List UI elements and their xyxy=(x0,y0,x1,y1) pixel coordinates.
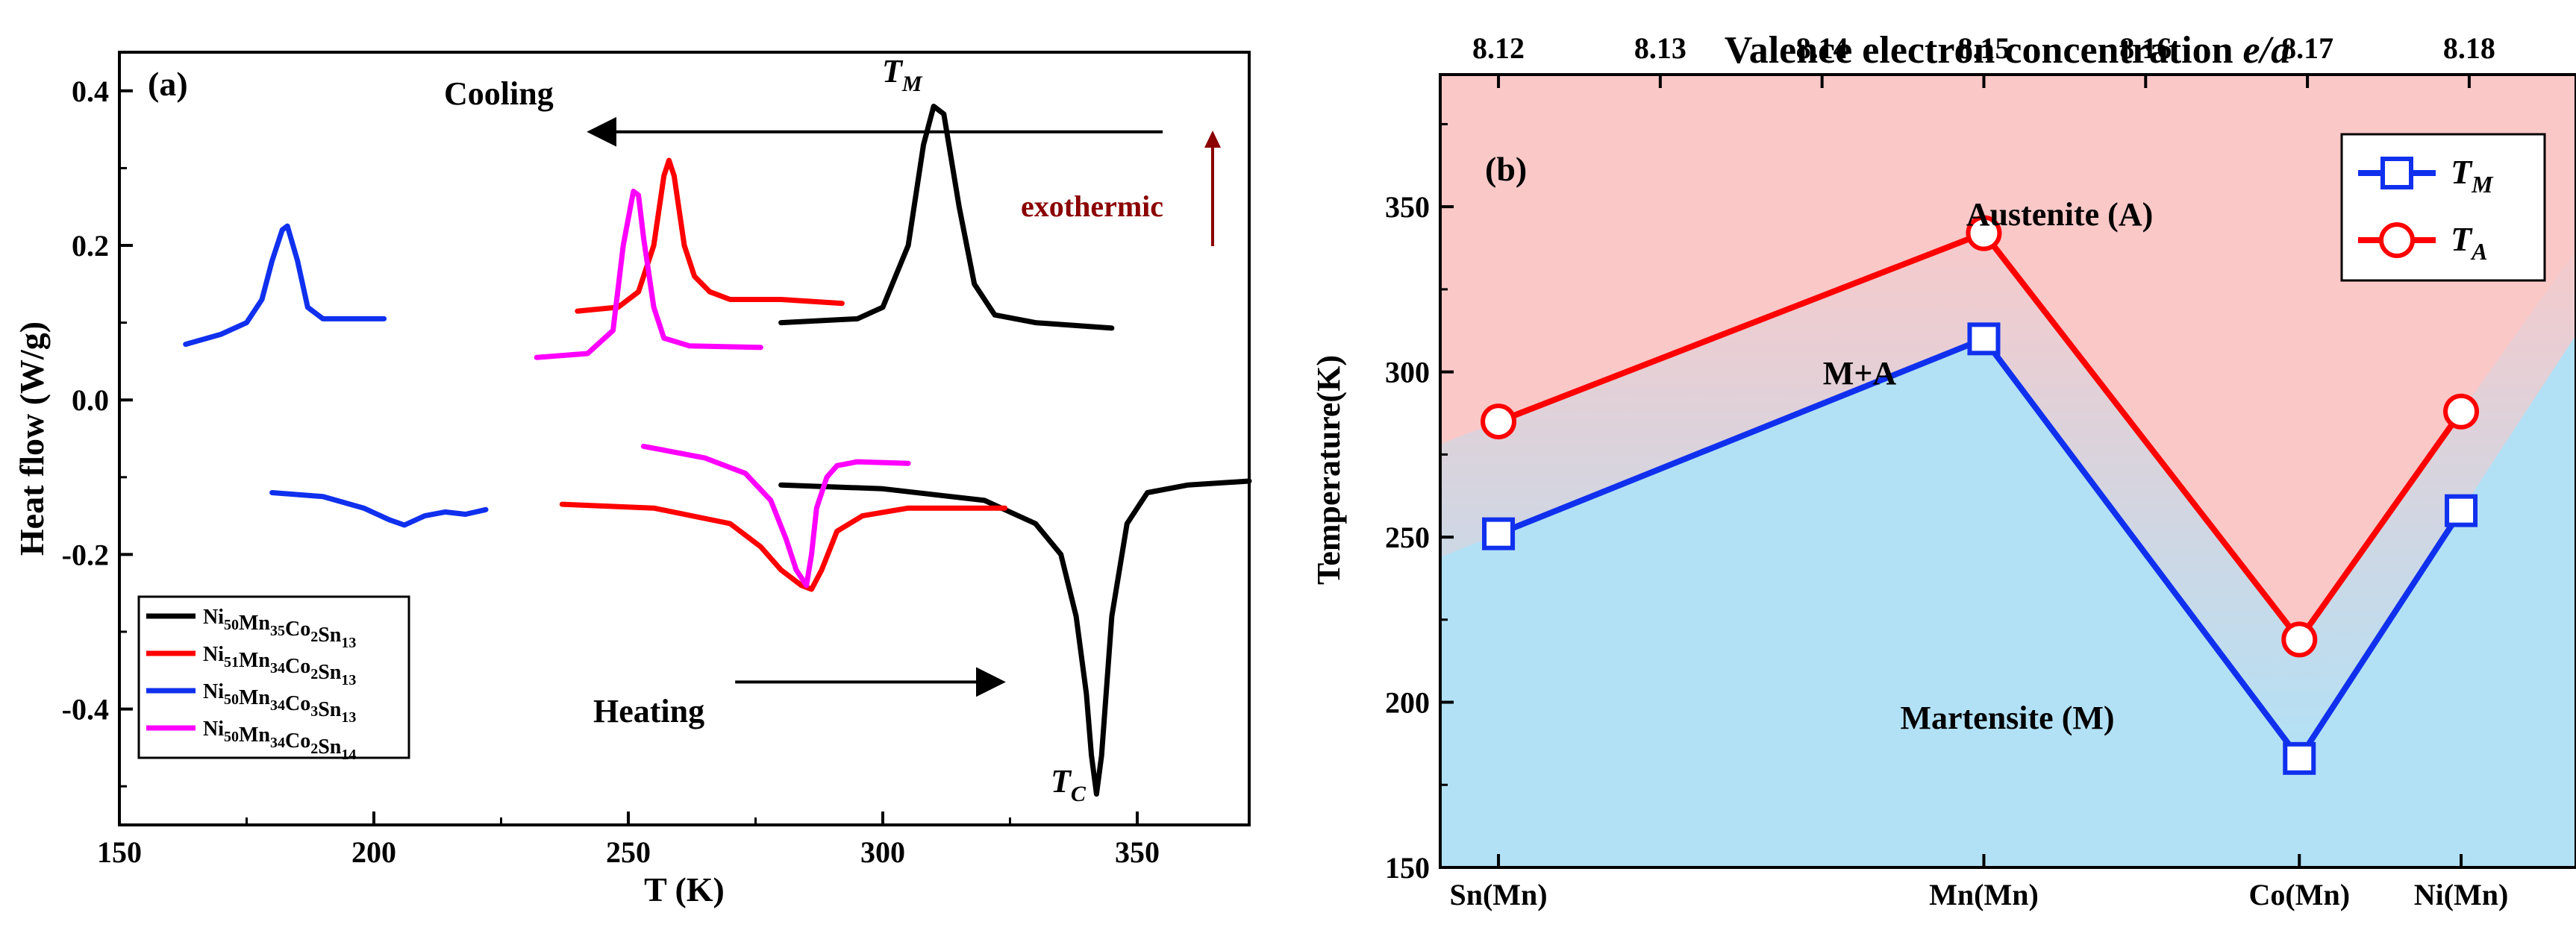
panel-a-legend-label: Ni50Mn34Co3Sn13 xyxy=(203,680,356,726)
exothermic-label: exothermic xyxy=(1021,189,1163,223)
tm-annotation: TM xyxy=(882,53,923,96)
panel-b-marker-T_M xyxy=(2283,741,2316,775)
panel-a-legend-label: Ni50Mn35Co2Sn13 xyxy=(203,606,356,651)
panel-a-y-tick-label: 0.4 xyxy=(72,75,109,108)
panel-b-top-tick-label: 8.17 xyxy=(2281,31,2333,65)
panel-b-legend-label: TM xyxy=(2451,153,2494,198)
panel-b-marker-T_M xyxy=(1967,322,2001,356)
panel-a-series-line-7 xyxy=(640,443,911,588)
panel-a-series-line-1 xyxy=(778,478,1252,797)
panel-a-y-tick-label: -0.2 xyxy=(62,538,109,571)
panel-b-y-tick-label: 150 xyxy=(1385,851,1430,885)
panel-a-legend: Ni50Mn35Co2Sn13Ni51Mn34Co2Sn13Ni50Mn34Co… xyxy=(137,595,410,763)
panel-a-y-axis-label: Heat flow (W/g) xyxy=(13,321,51,556)
panel-b-top-axis-label: Valence electron concentration e/a xyxy=(1725,29,2290,72)
panel-a-legend-label: Ni50Mn34Co2Sn14 xyxy=(203,718,356,763)
panel-b-marker-T_A xyxy=(2443,393,2480,430)
heating-label: Heating xyxy=(593,693,704,729)
panel-a-y-ticks: -0.4 -0.2 0.0 0.2 0.4 xyxy=(62,75,133,788)
panel-a-series-line-2 xyxy=(575,157,845,314)
panel-a-y-tick-label: 0.2 xyxy=(72,229,109,263)
panel-a-legend-box xyxy=(137,595,410,759)
panel-a-legend-item-0: Ni50Mn35Co2Sn13 xyxy=(146,606,356,651)
panel-a-series-line-0 xyxy=(778,104,1115,331)
panel-b-marker-T_A xyxy=(1966,215,2002,251)
panel-a-x-ticks: 150 200 250 300 350 xyxy=(97,812,1160,869)
panel-b-y-tick-label: 250 xyxy=(1385,521,1430,554)
panel-a-y-tick-label: 0.0 xyxy=(72,383,109,417)
panel-a-x-tick-label: 350 xyxy=(1115,835,1160,869)
panel-a: 150 200 250 300 350 -0.4 -0.2 0.0 0.2 0.4 (a) T … xyxy=(13,51,1252,908)
panel-b-y-tick-label: 350 xyxy=(1385,190,1430,224)
panel-b-legend-marker xyxy=(2380,157,2413,189)
panel-b-category-label: Ni(Mn) xyxy=(2414,878,2509,911)
panel-b-line-T_A xyxy=(1497,229,2464,645)
panel-a-x-tick-label: 250 xyxy=(606,835,651,869)
panel-a-legend-item-2: Ni50Mn34Co3Sn13 xyxy=(146,680,356,726)
panel-a-y-tick-label: -0.4 xyxy=(62,693,109,726)
panel-a-x-tick-label: 200 xyxy=(351,835,396,869)
panel-a-series-line-6 xyxy=(534,189,763,360)
panel-a-label: (a) xyxy=(148,65,188,103)
panel-b-frame xyxy=(1439,73,2576,869)
panel-b-top-tick-label: 8.16 xyxy=(2119,31,2172,65)
panel-b-top-tick-label: 8.14 xyxy=(1796,31,1848,65)
panel-b-top-tick-label: 8.12 xyxy=(1472,31,1525,65)
panel-b-categories: Sn(Mn) Mn(Mn) Co(Mn) Ni(Mn) xyxy=(1449,854,2508,911)
panel-b-legend-marker xyxy=(2379,222,2415,258)
panel-b-category-label: Co(Mn) xyxy=(2248,878,2350,911)
panel-b-y-tick-label: 200 xyxy=(1385,686,1430,720)
panel-a-series-line-5 xyxy=(269,490,489,528)
panel-b-category-label: Sn(Mn) xyxy=(1449,878,1547,911)
exothermic-arrow xyxy=(1204,131,1221,246)
cooling-label: Cooling xyxy=(444,75,554,112)
austenite-label: Austenite (A) xyxy=(1966,196,2154,233)
mixed-label: M+A xyxy=(1823,355,1897,392)
panel-a-arrows xyxy=(587,116,1163,697)
panel-b-legend-label: TA xyxy=(2451,220,2487,265)
martensite-label: Martensite (M) xyxy=(1900,700,2114,736)
panel-b-series xyxy=(1481,215,2480,775)
panel-a-legend-label: Ni51Mn34Co2Sn13 xyxy=(203,643,356,688)
panel-b-y-axis-label: Temperature(K) xyxy=(1310,355,1347,585)
panel-a-legend-item-3: Ni50Mn34Co2Sn14 xyxy=(146,718,356,763)
panel-b-legend: TM TA xyxy=(2340,133,2546,282)
panel-b-marker-T_M xyxy=(1482,517,1516,550)
mixed-region xyxy=(1440,233,2576,759)
panel-b-top-ticks: 8.12 8.13 8.14 8.15 8.16 8.17 8.18 xyxy=(1472,31,2495,88)
panel-b-y-tick-label: 300 xyxy=(1385,356,1430,389)
panel-a-x-axis-label: T (K) xyxy=(644,870,725,908)
panel-b-label: (b) xyxy=(1485,150,1527,188)
panel-b-top-tick-label: 8.13 xyxy=(1634,31,1686,65)
panel-a-x-tick-label: 150 xyxy=(97,835,142,869)
panel-a-series-line-4 xyxy=(183,223,387,348)
panel-b-marker-T_A xyxy=(1481,404,1517,440)
panel-b-top-tick-label: 8.18 xyxy=(2443,31,2495,65)
panel-b-legend-item-T_M: TM xyxy=(2358,153,2494,198)
panel-a-frame xyxy=(118,51,1251,826)
panel-b-line-T_M xyxy=(1497,335,2464,764)
panel-b: 150 200 250 300 350 8.12 8.13 8.14 8.15 8.16 8.17… xyxy=(1310,29,2576,911)
panel-b-category-label: Mn(Mn) xyxy=(1929,878,2039,911)
panel-b-marker-T_A xyxy=(2281,621,2318,658)
panel-b-legend-item-T_A: TA xyxy=(2358,220,2487,265)
panel-a-legend-item-1: Ni51Mn34Co2Sn13 xyxy=(146,643,356,688)
panel-a-x-tick-label: 300 xyxy=(860,835,905,869)
panel-b-marker-T_M xyxy=(2445,494,2478,527)
panel-b-top-tick-label: 8.15 xyxy=(1957,31,2010,65)
panel-a-series xyxy=(183,104,1252,797)
martensite-region xyxy=(1440,334,2576,867)
panel-a-series-line-3 xyxy=(559,501,1008,592)
tc-annotation: TC xyxy=(1051,763,1087,806)
panel-b-y-ticks: 150 200 250 300 350 xyxy=(1385,122,1454,885)
panel-b-legend-box xyxy=(2340,133,2546,282)
